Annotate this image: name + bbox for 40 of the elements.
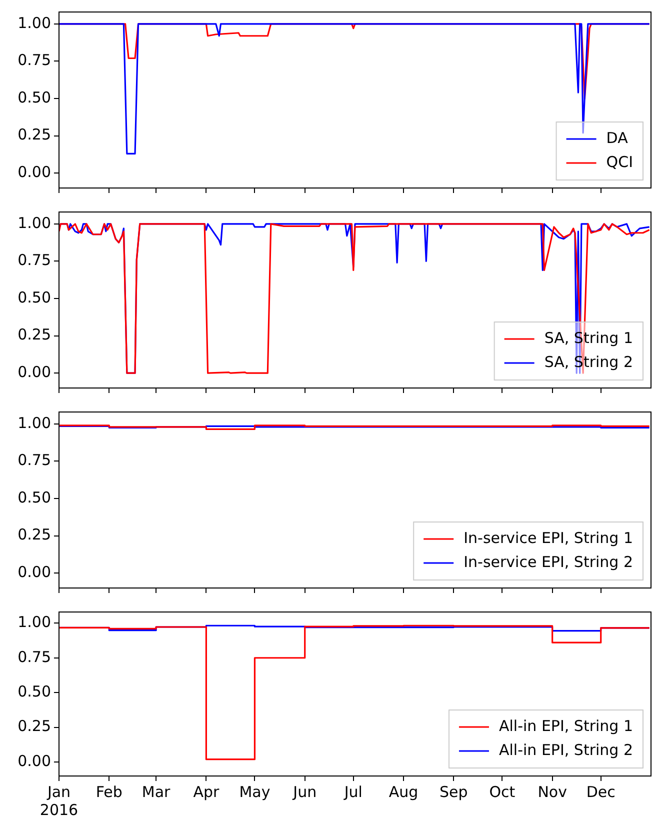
y-tick-label: 0.75 <box>18 51 51 70</box>
x-tick-label: Sep <box>440 782 468 801</box>
x-tick-label: May <box>239 782 270 801</box>
y-tick-label: 0.75 <box>18 648 51 666</box>
y-tick-label: 0.00 <box>18 162 51 181</box>
legend-label: DA <box>606 128 629 147</box>
x-tick-label: Jun <box>292 782 317 801</box>
x-tick-label: Dec <box>586 782 616 801</box>
y-tick-label: 1.00 <box>18 214 51 232</box>
x-tick-label: Apr <box>193 782 220 801</box>
y-tick-label: 0.50 <box>18 488 51 506</box>
legend-label: QCI <box>606 152 634 171</box>
y-tick-label: 0.00 <box>18 562 51 581</box>
y-tick-label: 0.00 <box>18 362 51 381</box>
y-tick-label: 0.25 <box>18 126 51 144</box>
x-tick-label: Feb <box>96 782 122 801</box>
legend-label: SA, String 1 <box>544 328 634 347</box>
x-tick-label: Oct <box>489 782 516 801</box>
legend-label: In-service EPI, String 1 <box>464 528 634 547</box>
y-tick-label: 0.50 <box>18 88 51 106</box>
x-tick-label: Nov <box>538 782 568 801</box>
y-tick-label: 0.75 <box>18 251 51 270</box>
y-tick-label: 1.00 <box>18 613 51 632</box>
legend-label: All-in EPI, String 1 <box>498 716 634 735</box>
y-tick-label: 0.25 <box>18 717 51 736</box>
legend-label: In-service EPI, String 2 <box>464 552 634 571</box>
legend-label: All-in EPI, String 2 <box>498 740 634 759</box>
x-tick-label: Mar <box>142 782 172 801</box>
y-tick-label: 0.75 <box>18 451 51 470</box>
y-tick-label: 1.00 <box>18 414 51 432</box>
y-tick-label: 0.25 <box>18 326 51 344</box>
legend-label: SA, String 2 <box>544 352 634 371</box>
y-tick-label: 0.50 <box>18 288 51 306</box>
y-tick-label: 0.25 <box>18 526 51 544</box>
x-tick-label: Aug <box>388 782 418 801</box>
y-tick-label: 1.00 <box>18 14 51 32</box>
y-tick-label: 0.00 <box>18 752 51 770</box>
y-tick-label: 0.50 <box>18 682 51 700</box>
x-tick-label: Jul <box>343 782 362 801</box>
x-tick-label: Jan 2016 <box>40 782 78 819</box>
